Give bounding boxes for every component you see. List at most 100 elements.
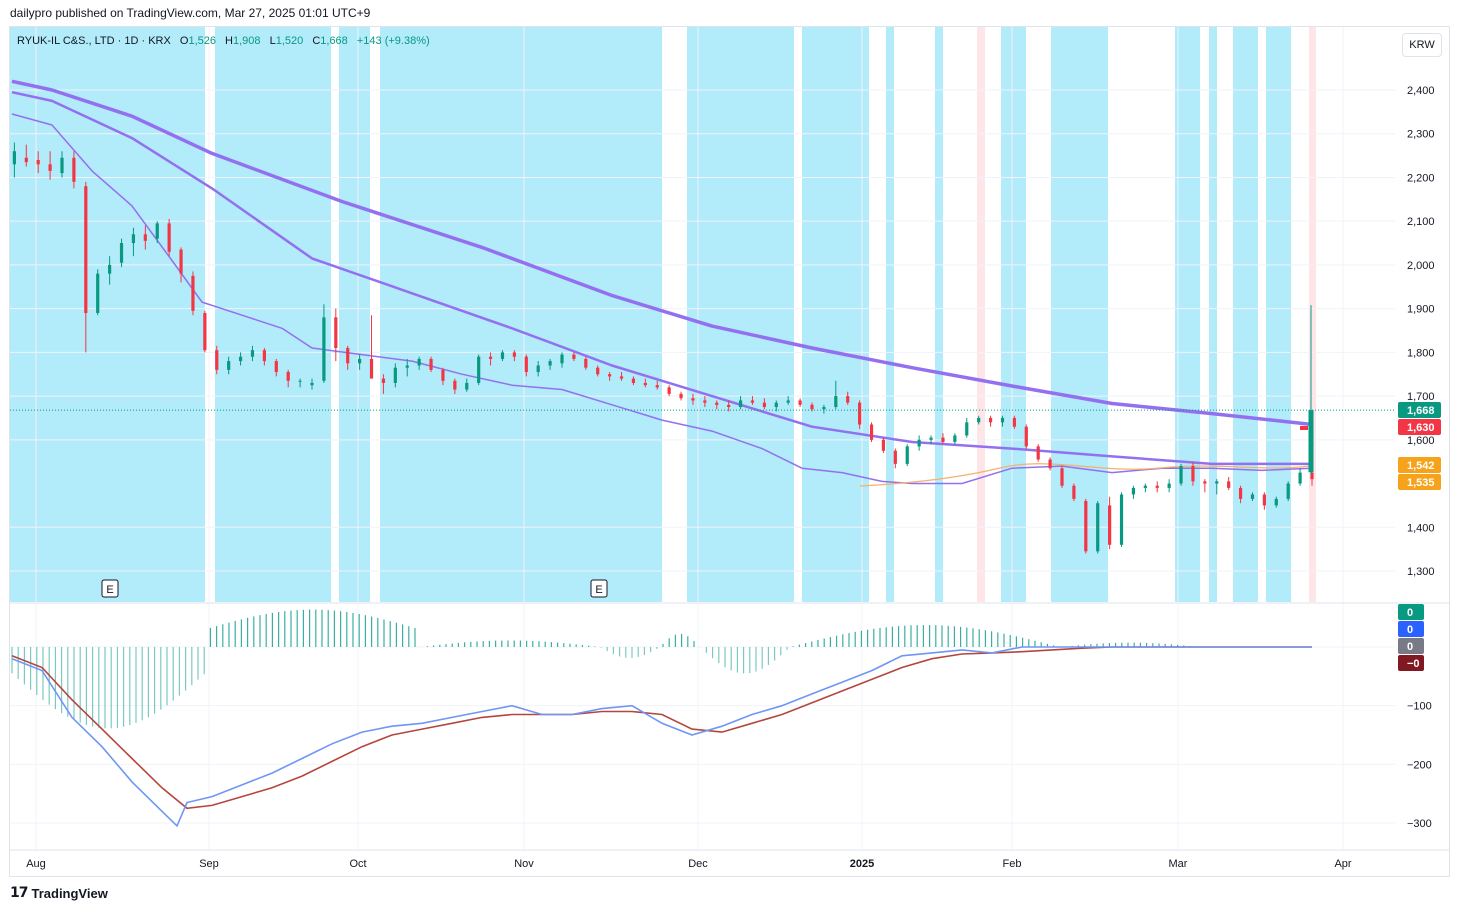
time-tick-label: Sep bbox=[199, 858, 219, 870]
candle-body bbox=[286, 372, 290, 381]
candle-body bbox=[1250, 494, 1255, 499]
high-value: 1,908 bbox=[233, 35, 261, 47]
candle-body bbox=[322, 317, 326, 381]
macd-tick-label: −200 bbox=[1407, 759, 1432, 771]
candle-body bbox=[465, 382, 469, 390]
candle-body bbox=[1274, 498, 1278, 506]
ma-line-2 bbox=[11, 90, 1312, 466]
brand[interactable]: 17 TradingView bbox=[10, 885, 108, 901]
price-tick-label: 2,300 bbox=[1407, 129, 1435, 141]
macd-badge-bg bbox=[1398, 638, 1424, 654]
earnings-marker-box bbox=[101, 579, 119, 598]
candle-body bbox=[596, 367, 600, 375]
candle-body bbox=[1167, 483, 1171, 488]
macd-badge-label: −0 bbox=[1407, 658, 1420, 670]
earnings-marker-box bbox=[590, 579, 608, 598]
candle-body bbox=[536, 365, 540, 373]
candle-body bbox=[869, 424, 874, 440]
symbol-name[interactable]: RYUK-IL C&S., LTD · 1D · KRX bbox=[17, 35, 171, 47]
candle-body bbox=[905, 446, 909, 464]
candle-body bbox=[369, 358, 374, 379]
price-badge-bg bbox=[1398, 457, 1441, 473]
price-axis: 2,400 2,300 2,200 2,100 2,000 1,900 1,800 1,700… bbox=[1407, 85, 1435, 830]
time-tick-label: Oct bbox=[349, 858, 366, 870]
candle-body bbox=[1262, 494, 1266, 506]
candle-body bbox=[108, 264, 112, 274]
candle-body bbox=[24, 157, 28, 163]
candle-body bbox=[1191, 466, 1195, 482]
time-tick-label: Aug bbox=[26, 858, 46, 870]
price-badge-label: 1,630 bbox=[1407, 422, 1435, 434]
background-bands bbox=[10, 27, 1316, 602]
candle-body bbox=[858, 402, 862, 425]
candle-body bbox=[727, 404, 731, 408]
candle-body bbox=[84, 186, 88, 314]
macd-badge-bg bbox=[1398, 621, 1424, 637]
candle-body bbox=[1227, 481, 1231, 488]
shade-band bbox=[1233, 27, 1258, 602]
candle-body bbox=[1286, 483, 1290, 499]
time-tick-label: Dec bbox=[688, 858, 708, 870]
candle-body bbox=[48, 164, 52, 171]
macd-line bbox=[11, 646, 1312, 828]
macd-badge-bg bbox=[1398, 655, 1424, 671]
candle-body bbox=[381, 378, 386, 383]
time-tick-label: Apr bbox=[1334, 858, 1351, 870]
macd-badge-bg bbox=[1398, 604, 1424, 620]
price-tick-label: 1,700 bbox=[1407, 391, 1435, 403]
publish-line: dailypro published on TradingView.com, M… bbox=[10, 6, 371, 20]
candle-body bbox=[1203, 481, 1207, 484]
shade-band bbox=[10, 27, 205, 602]
candle-body bbox=[167, 223, 171, 252]
candle-body bbox=[346, 347, 350, 364]
candle-body bbox=[703, 400, 707, 403]
open-label: O bbox=[179, 35, 189, 47]
macd-tick-label: −300 bbox=[1407, 818, 1432, 830]
candle-body bbox=[310, 382, 314, 386]
time-tick-label: Mar bbox=[1169, 858, 1188, 870]
price-tick-label: 2,000 bbox=[1407, 260, 1435, 272]
candle-body bbox=[548, 361, 552, 366]
price-badge-bg bbox=[1398, 402, 1441, 418]
macd-badge-label: 0 bbox=[1407, 607, 1413, 619]
candle-body bbox=[953, 435, 957, 443]
candle-body bbox=[393, 367, 397, 383]
candle-body bbox=[119, 243, 124, 263]
candle-body bbox=[655, 385, 659, 388]
candle-body bbox=[917, 439, 921, 447]
candle-body bbox=[238, 356, 243, 362]
candle-body bbox=[1143, 485, 1147, 488]
candle-body bbox=[846, 396, 850, 403]
candle-body bbox=[227, 361, 231, 370]
candle-body bbox=[96, 273, 100, 314]
candle-body bbox=[36, 159, 40, 165]
candle-body bbox=[453, 380, 457, 390]
price-tick-label: 1,800 bbox=[1407, 347, 1435, 359]
shade-band bbox=[1051, 27, 1108, 602]
candle-body bbox=[1310, 472, 1314, 480]
currency-button[interactable]: KRW bbox=[1402, 33, 1442, 57]
last-candle-body bbox=[1308, 410, 1314, 473]
candle-body bbox=[1298, 472, 1302, 484]
legend: RYUK-IL C&S., LTD · 1D · KRX O1,526 H1,9… bbox=[17, 35, 430, 47]
candle-body bbox=[1072, 485, 1076, 499]
macd-lines bbox=[11, 646, 1312, 828]
candle-body bbox=[834, 396, 838, 408]
candle-body bbox=[893, 450, 897, 464]
price-badge-label: 1,542 bbox=[1407, 460, 1435, 472]
candle-body bbox=[215, 350, 219, 370]
macd-histogram bbox=[11, 609, 1309, 729]
candle-body bbox=[274, 361, 278, 373]
candle-body bbox=[1024, 426, 1028, 447]
low-label: L bbox=[269, 35, 276, 47]
price-tick-label: 1,600 bbox=[1407, 435, 1435, 447]
price-tick-label: 1,400 bbox=[1407, 522, 1435, 534]
shade-band bbox=[215, 27, 331, 602]
macd-badge: 0 bbox=[1398, 621, 1424, 637]
candle-body bbox=[1238, 487, 1243, 499]
candle-body bbox=[512, 352, 516, 357]
earnings-marker: E bbox=[590, 579, 608, 598]
candle-body bbox=[929, 437, 933, 440]
price-badge-bg bbox=[1398, 474, 1441, 490]
